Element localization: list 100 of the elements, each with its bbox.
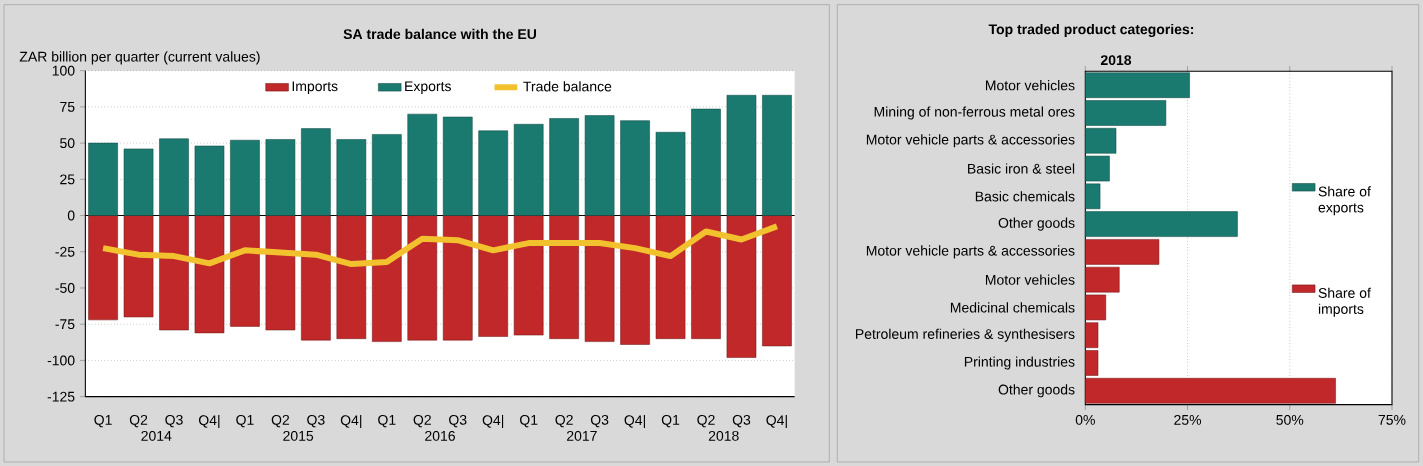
x-tick-label: 0% [1075,414,1095,425]
bar [549,118,579,216]
bar [478,215,509,337]
bar [584,215,615,342]
text: 2017 [567,430,597,441]
bar [655,215,686,339]
bar [1085,100,1167,126]
y-tick-label: Motor vehicles [985,274,1075,285]
bar [159,215,189,331]
x-tick-label: Q1 [520,414,538,428]
x-tick-label: Q2 [129,414,148,428]
legend-label: Exports [405,81,451,94]
y-tick-label: 100 [52,65,75,76]
y-tick-label: Basic chemicals [975,191,1075,202]
bar [230,215,260,327]
bar [655,131,686,216]
x-tick-label: Q2 [697,414,715,428]
bar [372,134,402,216]
y-tick-label: -75 [55,319,75,330]
x-tick-label: Q4| [198,414,220,429]
bar [407,215,438,341]
x-tick-label: Q4| [340,414,362,429]
legend-label: Imports [292,81,338,94]
chart-title: Top traded product categories: [988,23,1194,38]
bar [301,128,331,216]
bar [407,113,438,216]
x-tick-label: 75% [1378,414,1406,425]
bar [691,108,721,216]
x-tick-label: Q1 [378,414,396,428]
bar [88,215,118,321]
bar [159,138,189,216]
bar [1085,350,1099,376]
y-tick-label: -50 [55,283,75,293]
y-tick-label: -125 [47,391,75,402]
bar [478,130,509,216]
x-tick-label: Q3 [307,414,325,428]
text: 2015 [283,430,314,441]
x-tick-label: 50% [1276,414,1304,425]
y-tick-label: -100 [47,355,75,366]
text: 2018 [708,430,739,441]
bar [336,139,367,216]
x-tick-label: Q4| [482,414,504,429]
bar [726,215,757,358]
x-tick-label: Q1 [661,414,680,428]
bar [1085,72,1190,98]
y-tick-label: -25 [55,246,75,257]
bar [584,115,615,216]
bar [1085,211,1238,237]
bar [265,139,296,216]
y-tick-label: Other goods [998,217,1075,231]
bar [194,215,225,334]
bar [442,215,473,341]
x-tick-label: Q4| [766,414,787,429]
x-tick-label: Q3 [449,414,467,428]
y-tick-label: Petroleum refineries & synthesisers [856,328,1075,342]
bar [726,95,757,216]
x-tick-label: 25% [1174,414,1202,425]
y-tick-label: Medicinal chemicals [950,302,1075,313]
bar [513,215,544,336]
bar [123,215,154,318]
bar [265,215,296,331]
text: 2014 [141,430,172,441]
bar [620,120,650,216]
y-tick-label: Motor vehicles [985,80,1075,91]
y-tick-label: Basic iron & steel [968,163,1075,174]
x-tick-label: Q3 [590,414,609,428]
legend-label: Share of exports [1318,186,1371,216]
y-tick-label: Printing industries [964,356,1075,370]
y-tick-label: 25 [60,174,75,185]
bar [762,215,792,347]
bar [301,215,331,341]
x-tick-label: Q3 [165,414,183,428]
x-tick-label: Q1 [94,414,112,428]
y-tick-label: Mining of non-ferrous metal ores [874,106,1075,120]
y-tick-label: Other goods [998,384,1075,398]
bar [230,139,260,216]
bar [762,95,792,216]
bar [442,116,473,216]
x-tick-label: Q2 [413,414,431,428]
bar [123,148,154,216]
bar [1085,239,1160,265]
x-tick-label: Q4| [624,414,645,429]
bar [513,124,544,216]
y-tick-label: Motor vehicle parts & accessories [866,245,1075,259]
y-tick-label: 75 [60,102,75,112]
x-tick-label: Q3 [732,414,751,428]
x-tick-label: Q2 [555,414,573,428]
bar [549,215,579,339]
legend-label: Trade balance [523,81,612,92]
chart-title: SA trade balance with the EU [343,28,536,40]
chart-subtitle: 2018 [1100,55,1132,66]
x-tick-label: Q1 [236,414,254,428]
bar [372,215,402,342]
bar [620,215,650,345]
y-axis-title: ZAR billion per quarter (current values) [19,51,260,65]
bar [336,215,367,339]
text: 2016 [425,430,455,441]
bar [194,145,225,216]
bar [691,215,721,339]
bar [1085,378,1336,404]
